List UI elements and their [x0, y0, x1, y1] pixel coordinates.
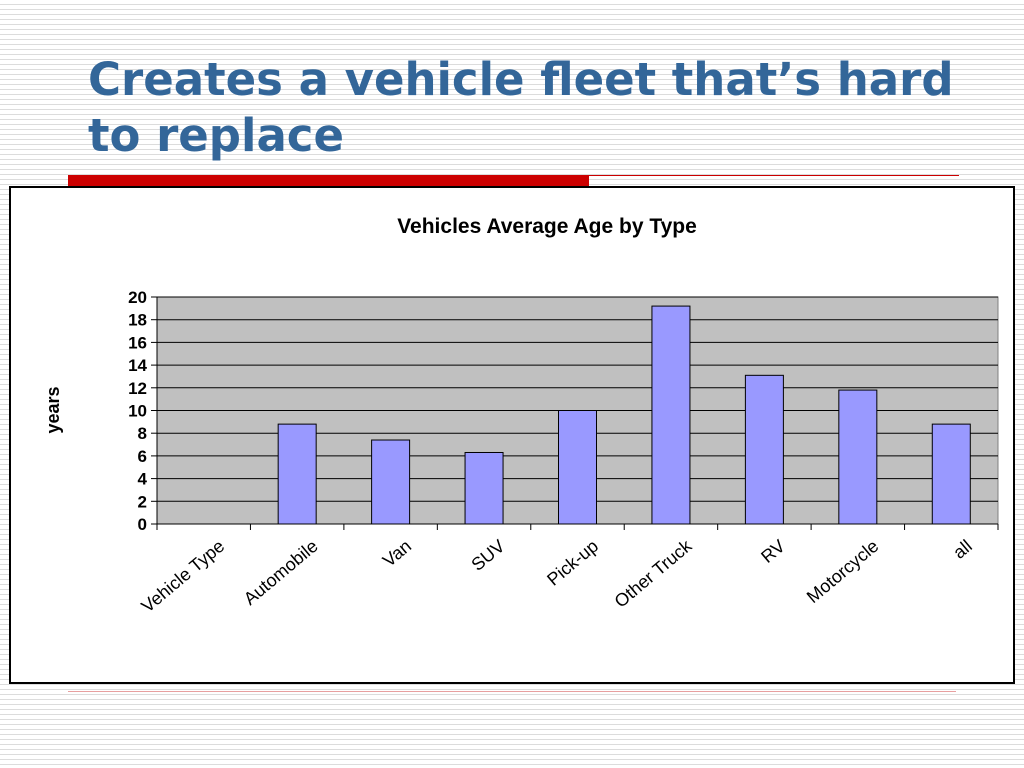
- y-tick-label: 10: [128, 402, 147, 421]
- y-tick-label: 8: [138, 424, 147, 443]
- bar-other-truck: [651, 305, 691, 525]
- bar-pick-up: [558, 410, 597, 525]
- x-tick-label: Vehicle Type: [137, 536, 228, 617]
- x-tick-label: Other Truck: [611, 535, 697, 611]
- x-tick-label: all: [949, 536, 976, 563]
- bar-all: [931, 423, 971, 525]
- y-tick-label: 4: [138, 470, 148, 489]
- chart-frame: Vehicles Average Age by Type years 0 2 4 6 8…: [9, 186, 1015, 684]
- y-tick-label: 2: [138, 492, 147, 511]
- bar-rv: [744, 374, 784, 525]
- y-tick-label: 14: [128, 356, 147, 375]
- bar-suv: [464, 451, 504, 525]
- y-tick-label: 12: [128, 379, 147, 398]
- y-tick-label: 6: [138, 447, 147, 466]
- footer-rule: [68, 691, 956, 692]
- x-tick-label: Automobile: [240, 536, 322, 609]
- x-tick-label: SUV: [467, 536, 508, 575]
- y-tick-label: 20: [128, 288, 147, 307]
- x-tick-label: RV: [757, 536, 789, 567]
- y-axis-label: years: [43, 386, 63, 433]
- title-underline-thin: [589, 175, 959, 176]
- y-tick-label: 0: [138, 515, 147, 534]
- bar-motorcycle: [838, 389, 878, 525]
- title-underline-thick: [68, 175, 589, 187]
- bar-chart: Vehicles Average Age by Type years 0 2 4 6 8…: [43, 215, 999, 617]
- plot-area: 0 2 4 6 8 10 12 14 16 18 20 Vehicle Type Automobile V…: [128, 288, 999, 617]
- y-tick-label: 16: [128, 333, 147, 352]
- chart-title: Vehicles Average Age by Type: [397, 215, 697, 238]
- slide-title: Creates a vehicle fleet that’s hard to r…: [88, 53, 954, 162]
- x-tick-label: Motorcycle: [803, 536, 883, 607]
- x-tick-label: Van: [379, 536, 415, 571]
- x-tick-label: Pick-up: [543, 536, 602, 590]
- y-tick-label: 18: [128, 311, 147, 330]
- bar-van: [371, 439, 411, 525]
- bar-automobile: [277, 423, 317, 525]
